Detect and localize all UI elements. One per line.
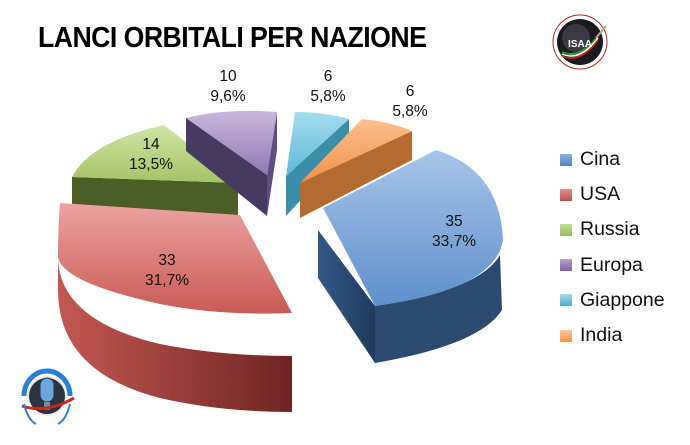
legend-item-europa[interactable]: Europa bbox=[560, 248, 665, 283]
label-cina: 35 33,7% bbox=[432, 213, 476, 250]
label-india: 6 5,8% bbox=[392, 83, 428, 120]
label-europa: 10 9,6% bbox=[210, 68, 246, 105]
legend-swatch-icon bbox=[560, 223, 572, 236]
label-giappone: 6 5,8% bbox=[310, 68, 346, 105]
legend-item-russia[interactable]: Russia bbox=[560, 212, 665, 247]
legend-swatch-icon bbox=[560, 294, 572, 307]
legend-swatch-icon bbox=[560, 188, 572, 201]
slice-cina[interactable] bbox=[318, 150, 503, 363]
svg-text:ISAA: ISAA bbox=[568, 39, 592, 50]
legend-swatch-icon bbox=[560, 153, 572, 166]
slice-india[interactable] bbox=[300, 119, 412, 218]
legend-item-usa[interactable]: USA bbox=[560, 177, 665, 212]
legend: Cina USA Russia Europa Giappone India bbox=[560, 142, 665, 353]
chart-title: LANCI ORBITALI PER NAZIONE bbox=[38, 22, 427, 54]
slice-europa[interactable] bbox=[186, 110, 277, 216]
legend-item-giappone[interactable]: Giappone bbox=[560, 283, 665, 318]
radio-logo bbox=[21, 368, 75, 425]
isaa-logo: ISAA bbox=[552, 14, 608, 70]
legend-swatch-icon bbox=[560, 259, 572, 272]
legend-item-india[interactable]: India bbox=[560, 318, 665, 353]
label-usa: 33 31,7% bbox=[145, 252, 189, 289]
legend-item-cina[interactable]: Cina bbox=[560, 142, 665, 177]
label-russia: 14 13,5% bbox=[129, 136, 173, 173]
slice-usa[interactable] bbox=[58, 203, 292, 412]
legend-swatch-icon bbox=[560, 329, 572, 342]
slice-russia[interactable] bbox=[72, 125, 238, 216]
